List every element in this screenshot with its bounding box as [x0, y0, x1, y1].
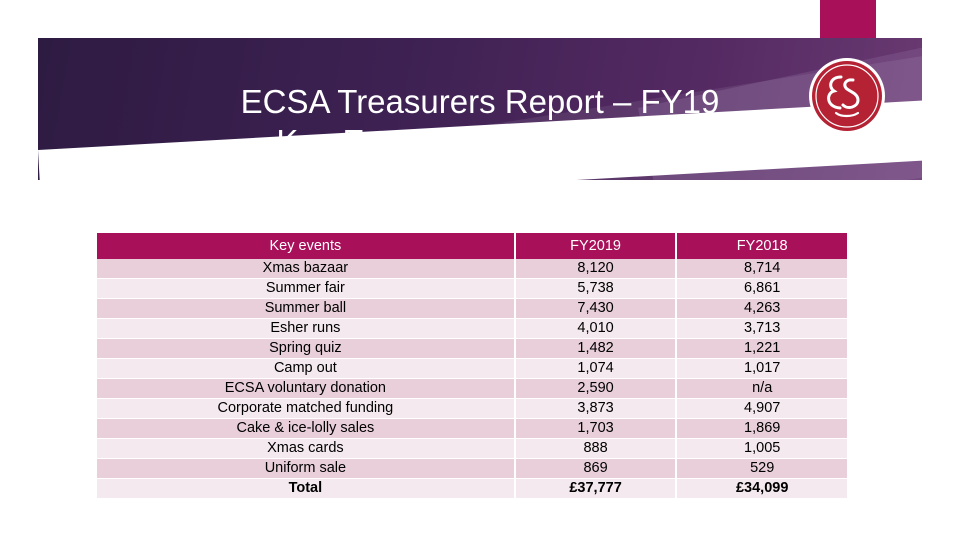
fy2019-value: 4,010: [514, 318, 678, 339]
fy2018-value: 4,907: [676, 398, 847, 419]
title-line-1: ECSA Treasurers Report – FY19: [240, 83, 720, 120]
fy2019-value: 869: [514, 458, 678, 479]
total-label: Total: [97, 478, 516, 499]
event-name: Spring quiz: [97, 338, 516, 359]
event-name: Xmas bazaar: [97, 259, 516, 279]
fy2019-value: 8,120: [514, 259, 678, 279]
fy2019-value: 1,074: [514, 358, 678, 379]
fy2019-value: 3,873: [514, 398, 678, 419]
table-row: Esher runs 4,010 3,713: [97, 318, 847, 339]
event-name: Esher runs: [97, 318, 516, 339]
event-name: Uniform sale: [97, 458, 516, 479]
table-row: Corporate matched funding 3,873 4,907: [97, 398, 847, 419]
table-row: Xmas cards 888 1,005: [97, 438, 847, 459]
fy2019-value: 7,430: [514, 298, 678, 319]
table-header-row: Key events FY2019 FY2018: [97, 233, 847, 259]
event-name: Summer ball: [97, 298, 516, 319]
fy2018-value: 1,005: [676, 438, 847, 459]
fy2019-value: 5,738: [514, 278, 678, 299]
slide-title: ECSA Treasurers Report – FY19 Key Events…: [140, 82, 820, 162]
event-name: ECSA voluntary donation: [97, 378, 516, 399]
table-row: Summer fair 5,738 6,861: [97, 278, 847, 299]
key-events-table: Key events FY2019 FY2018 Xmas bazaar 8,1…: [97, 233, 847, 499]
event-name: Cake & ice-lolly sales: [97, 418, 516, 439]
table-total-row: Total £37,777 £34,099: [97, 478, 847, 499]
fy2019-value: 1,482: [514, 338, 678, 359]
fy2018-value: 529: [676, 458, 847, 479]
fy2019-value: 2,590: [514, 378, 678, 399]
fy2018-value: 1,869: [676, 418, 847, 439]
fy2019-value: 1,703: [514, 418, 678, 439]
table-row: Xmas bazaar 8,120 8,714: [97, 259, 847, 279]
event-name: Corporate matched funding: [97, 398, 516, 419]
event-name: Camp out: [97, 358, 516, 379]
table-row: Summer ball 7,430 4,263: [97, 298, 847, 319]
total-fy2018: £34,099: [676, 478, 847, 499]
fy2018-value: 1,017: [676, 358, 847, 379]
fy2018-value: 4,263: [676, 298, 847, 319]
header-fy2019: FY2019: [514, 233, 678, 259]
event-name: Summer fair: [97, 278, 516, 299]
fy2018-value: 1,221: [676, 338, 847, 359]
fy2018-value: 3,713: [676, 318, 847, 339]
event-name: Xmas cards: [97, 438, 516, 459]
total-fy2019: £37,777: [514, 478, 678, 499]
header-key-events: Key events: [97, 233, 516, 259]
header-fy2018: FY2018: [676, 233, 847, 259]
fy2018-value: n/a: [676, 378, 847, 399]
fy2018-value: 8,714: [676, 259, 847, 279]
table-row: ECSA voluntary donation 2,590 n/a: [97, 378, 847, 399]
table-row: Uniform sale 869 529: [97, 458, 847, 479]
fy2018-value: 6,861: [676, 278, 847, 299]
title-line-2: Key Events (accruals basis): [276, 123, 684, 160]
ecs-monogram-icon: [809, 58, 885, 134]
table-row: Spring quiz 1,482 1,221: [97, 338, 847, 359]
table-row: Camp out 1,074 1,017: [97, 358, 847, 379]
table-row: Cake & ice-lolly sales 1,703 1,869: [97, 418, 847, 439]
fy2019-value: 888: [514, 438, 678, 459]
